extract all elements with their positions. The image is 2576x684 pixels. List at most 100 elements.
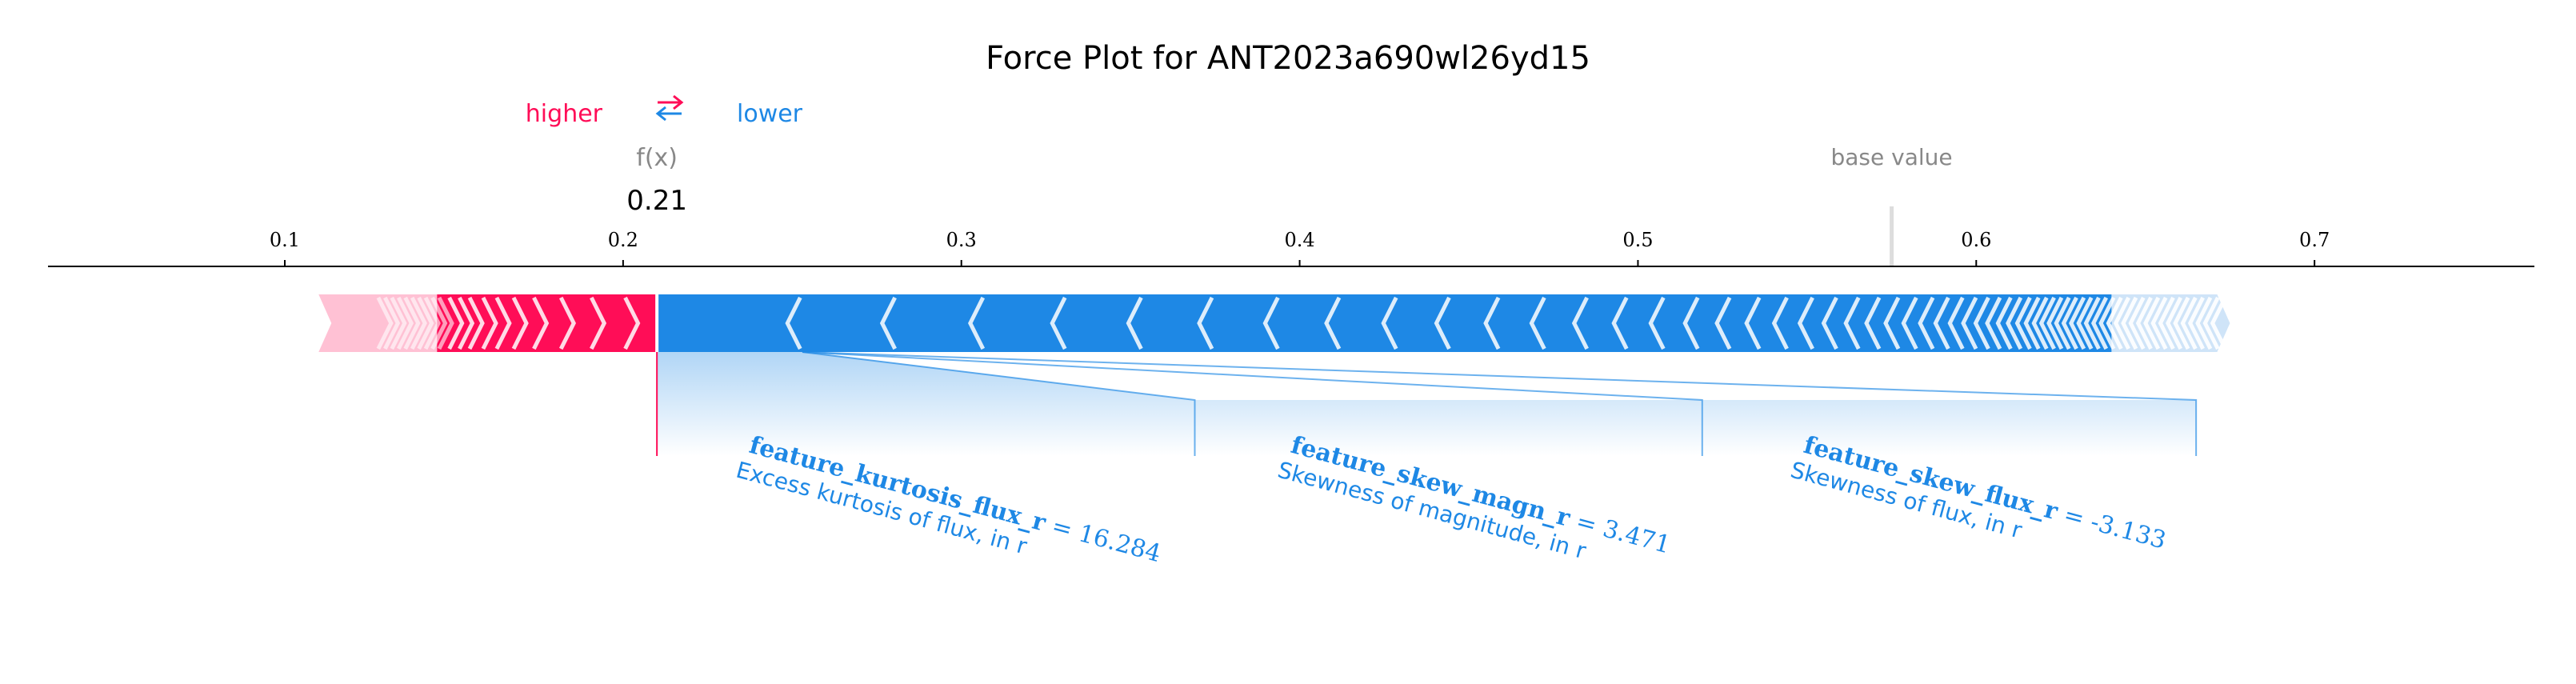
feature-shade (657, 352, 2197, 456)
chevron-left-mark (2202, 296, 2220, 350)
chevron-left-mark (1771, 296, 1789, 350)
chart-title: Force Plot for ANT2023a690wl26yd15 (986, 40, 1590, 77)
chevron-left-mark (2187, 296, 2205, 350)
chevron-right-mark (494, 296, 512, 350)
chevron-left-mark (2128, 296, 2146, 350)
chevron-right-mark (623, 296, 641, 350)
chevron-left-mark (2054, 296, 2071, 350)
chevron-left-mark (1529, 296, 1546, 350)
chevron-right-mark (481, 296, 498, 350)
x-tick-label: 0.6 (1961, 229, 1991, 251)
chevron-right-mark (376, 296, 394, 350)
chevron-left-mark (1985, 296, 2002, 350)
chevron-left-mark (1883, 296, 1901, 350)
chevron-right-mark (423, 296, 441, 350)
chevron-left-mark (1571, 296, 1589, 350)
chevron-left-mark (1483, 296, 1501, 350)
chevron-left-mark (2166, 296, 2183, 350)
chevron-right-mark (437, 296, 454, 350)
chevron-right-mark (403, 296, 421, 350)
chevron-right-mark (417, 296, 434, 350)
chevron-left-mark (1714, 296, 1732, 350)
chevron-left-mark (2180, 296, 2198, 350)
chevron-right-mark (447, 296, 465, 350)
x-tick-label: 0.1 (270, 229, 300, 251)
positive-bar-tail (318, 294, 438, 352)
chevron-left-mark (2158, 296, 2175, 350)
chevron-left-mark (2150, 296, 2168, 350)
x-tick-label: 0.7 (2299, 229, 2330, 251)
legend-arrows-icon (655, 94, 684, 122)
chevron-left-mark (1973, 296, 1990, 350)
chevron-left-mark (2210, 296, 2227, 350)
chevron-left-mark (1434, 296, 1451, 350)
chevron-right-mark (511, 296, 529, 350)
chevron-left-mark (1050, 296, 1067, 350)
chevron-left-mark (1197, 296, 1214, 350)
chevron-left-mark (1947, 296, 1965, 350)
chevron-left-mark (2083, 296, 2101, 350)
x-tick-label: 0.5 (1622, 229, 1653, 251)
fx-value: 0.21 (626, 185, 687, 217)
chevron-right-mark (396, 296, 414, 350)
legend-lower: lower (737, 100, 803, 128)
chevron-right-mark (590, 296, 607, 350)
chevron-left-mark (2014, 296, 2032, 350)
chevron-left-mark (2090, 296, 2109, 350)
chevron-left-mark (2121, 296, 2138, 350)
feature-connector (802, 351, 1703, 456)
chevron-left-mark (1648, 296, 1666, 350)
base-value-label: base value (1831, 144, 1953, 170)
chevron-left-mark (1995, 296, 2013, 350)
chevron-left-mark (1682, 296, 1700, 350)
chevron-right-mark (430, 296, 448, 350)
chevron-left-mark (1324, 296, 1342, 350)
chevron-left-mark (2098, 296, 2116, 350)
chevron-left-mark (2038, 296, 2056, 350)
chevron-left-mark (2195, 296, 2213, 350)
chevron-left-mark (1381, 296, 1398, 350)
feature-connector (802, 351, 2198, 456)
chevron-right-mark (467, 296, 485, 350)
chevron-left-mark (1901, 296, 1918, 350)
chevron-left-mark (1821, 296, 1838, 350)
chevron-left-mark (1797, 296, 1814, 350)
chevron-left-mark (2135, 296, 2153, 350)
legend-higher: higher (526, 100, 603, 128)
chevron-left-mark (2113, 296, 2130, 350)
chevron-left-mark (968, 296, 986, 350)
x-axis-ticks: 0.1 0.2 0.3 0.4 0.5 0.6 0.7 (270, 229, 2330, 266)
force-bars (318, 294, 2230, 352)
chevron-left-mark (1843, 296, 1861, 350)
x-tick-label: 0.2 (608, 229, 638, 251)
chevron-left-mark (1918, 296, 1935, 350)
chevron-right-mark (390, 296, 407, 350)
chevron-left-mark (1933, 296, 1950, 350)
chevron-right-mark (558, 296, 576, 350)
chevron-left-mark (2006, 296, 2023, 350)
chevron-right-mark (383, 296, 401, 350)
chevron-left-mark (879, 296, 897, 350)
chevron-left-mark (2061, 296, 2078, 350)
chevron-left-mark (785, 296, 802, 350)
feature-value: = -3.133 (2054, 499, 2170, 555)
chevron-left-mark (1611, 296, 1629, 350)
chevron-left-mark (2173, 296, 2190, 350)
feature-value: = 16.284 (1042, 510, 1164, 568)
x-tick-label: 0.3 (946, 229, 977, 251)
chevron-left-mark (2046, 296, 2064, 350)
chevron-right-mark (458, 296, 475, 350)
chevron-left-mark (2031, 296, 2049, 350)
chevron-left-mark (1126, 296, 1143, 350)
chevron-left-mark (2023, 296, 2041, 350)
chevron-left-mark (1961, 296, 1978, 350)
chevron-left-mark (2106, 296, 2123, 350)
chevron-left-mark (1744, 296, 1762, 350)
chevron-left-mark (2143, 296, 2161, 350)
chevron-left-mark (1864, 296, 1882, 350)
fx-label: f(x) (636, 144, 678, 172)
feature-connector (802, 351, 1196, 456)
chevron-right-mark (532, 296, 550, 350)
